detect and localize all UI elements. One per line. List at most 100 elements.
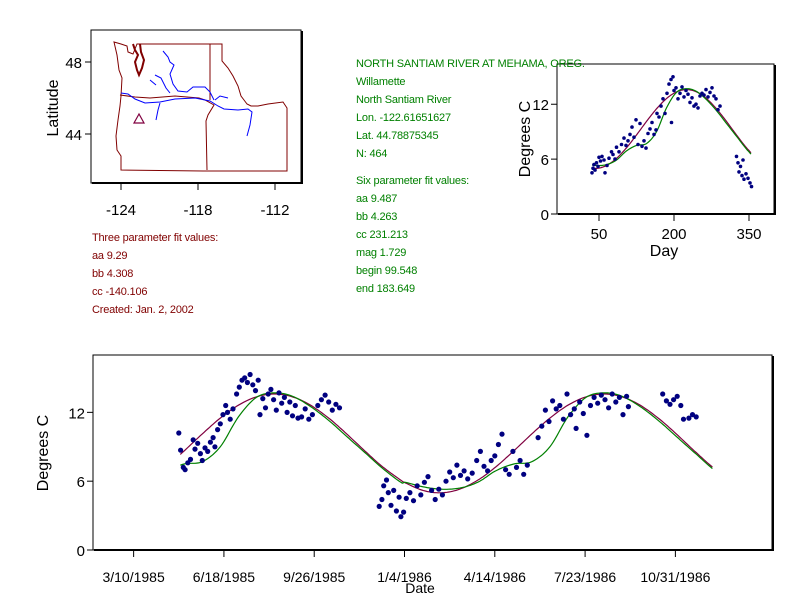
data-point xyxy=(688,100,692,105)
data-point xyxy=(694,102,698,106)
data-point xyxy=(176,430,182,436)
six-fit-end: end 183.649 xyxy=(356,283,415,295)
data-point xyxy=(626,139,630,143)
data-point xyxy=(227,416,233,422)
data-point xyxy=(292,402,298,409)
data-point xyxy=(215,427,221,433)
data-point xyxy=(602,158,606,162)
chart-frame xyxy=(556,63,775,215)
map-y-axis-title: Latitude xyxy=(45,79,62,136)
data-point xyxy=(234,391,240,397)
data-point xyxy=(625,404,632,410)
data-point xyxy=(521,471,527,477)
data-point xyxy=(632,135,636,139)
data-point xyxy=(667,401,673,407)
data-point xyxy=(592,162,596,167)
x-tick-label: 10/31/1986 xyxy=(640,569,710,585)
rivers xyxy=(120,50,253,137)
data-point xyxy=(244,379,250,386)
data-point xyxy=(624,143,628,148)
data-point xyxy=(748,181,752,185)
data-point xyxy=(669,120,674,125)
data-point xyxy=(230,406,236,412)
data-point xyxy=(401,509,407,515)
time-series-chart: 3/10/1985 6/18/1985 9/26/1985 1/4/1986 4/14/… xyxy=(35,354,774,596)
data-point xyxy=(425,474,431,480)
data-point xyxy=(672,88,676,93)
data-point xyxy=(224,409,231,415)
data-point xyxy=(607,156,611,160)
data-point xyxy=(192,446,198,452)
data-point xyxy=(207,439,213,445)
data-point xyxy=(676,97,680,101)
x-tick-label: 1/4/1986 xyxy=(377,569,432,585)
data-point xyxy=(202,445,208,451)
data-point xyxy=(465,476,471,482)
data-point xyxy=(276,390,282,396)
six-fit-cc: cc 231.213 xyxy=(356,229,408,241)
data-point xyxy=(178,447,184,453)
basin-name: Willamette xyxy=(356,76,406,88)
y-tick-label: 12 xyxy=(68,405,85,422)
data-point xyxy=(622,136,626,140)
data-point xyxy=(326,399,332,405)
data-point xyxy=(655,111,659,116)
data-point xyxy=(682,95,686,99)
chart-frame xyxy=(92,354,773,551)
chart-axis-shadow xyxy=(94,356,774,551)
data-point xyxy=(744,172,748,176)
y-tick-label: 6 xyxy=(77,474,85,491)
data-point xyxy=(205,448,211,454)
data-point xyxy=(613,157,617,161)
data-point xyxy=(421,479,427,485)
data-point xyxy=(182,467,188,473)
data-point xyxy=(383,477,390,483)
data-point xyxy=(315,402,321,409)
data-point xyxy=(606,405,612,411)
data-point xyxy=(704,87,708,92)
x-axis-title: Day xyxy=(650,243,678,260)
three-fit-aa: aa 9.29 xyxy=(92,250,128,262)
data-point xyxy=(738,164,743,169)
data-point xyxy=(740,173,744,178)
data-point xyxy=(255,377,261,383)
data-point xyxy=(718,104,722,108)
data-point xyxy=(279,400,285,406)
data-point xyxy=(577,399,583,405)
data-point xyxy=(495,441,501,448)
data-point xyxy=(273,407,279,413)
data-point xyxy=(580,410,586,417)
data-point xyxy=(210,435,216,441)
data-point xyxy=(499,431,505,437)
data-point xyxy=(638,121,642,126)
data-point xyxy=(714,97,718,101)
data-point xyxy=(698,94,702,98)
data-point xyxy=(302,406,308,412)
data-point xyxy=(396,494,402,500)
y-axis-title: Degrees C xyxy=(517,101,534,177)
data-point xyxy=(568,412,574,418)
data-point xyxy=(197,451,203,457)
six-fit-bb: bb 4.263 xyxy=(356,211,398,223)
data-point xyxy=(648,127,652,131)
station-latitude: Lat. 44.78875345 xyxy=(356,130,439,142)
data-point xyxy=(628,132,632,137)
data-point xyxy=(584,432,590,438)
data-point xyxy=(680,85,684,89)
three-fit-heading: Three parameter fit values: xyxy=(92,232,219,244)
data-point xyxy=(665,91,669,96)
data-point xyxy=(702,93,706,97)
data-point xyxy=(678,402,684,409)
data-point xyxy=(749,184,754,189)
map-ytick-label: 48 xyxy=(65,55,82,72)
data-point xyxy=(542,407,549,413)
data-point xyxy=(492,453,498,459)
data-point xyxy=(450,475,456,481)
data-point xyxy=(620,412,626,418)
data-point xyxy=(611,152,615,157)
river-name: North Santiam River xyxy=(356,94,452,106)
data-point xyxy=(590,171,594,175)
data-point xyxy=(407,490,413,496)
data-point xyxy=(195,440,201,446)
